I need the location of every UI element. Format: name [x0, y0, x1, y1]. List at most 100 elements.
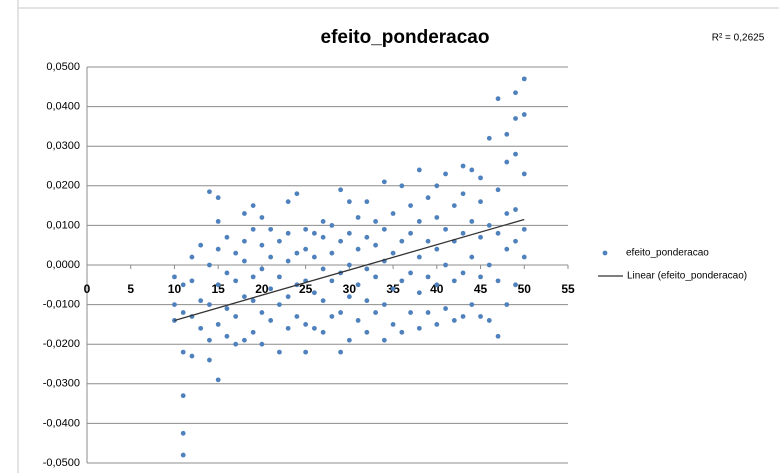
y-tick-label: 0,0100 [46, 219, 80, 231]
point [364, 266, 370, 272]
point [434, 246, 440, 252]
point [451, 203, 457, 209]
point [329, 223, 335, 228]
point [224, 234, 230, 240]
point [338, 238, 344, 244]
y-tick-label: -0,0500 [43, 457, 80, 469]
point [416, 290, 422, 296]
x-tick-label: 40 [430, 282, 444, 296]
point [390, 286, 396, 292]
point [303, 226, 309, 232]
point [469, 219, 475, 224]
point [513, 90, 518, 96]
point [513, 282, 518, 288]
point [460, 163, 466, 169]
point [364, 234, 370, 240]
point [451, 278, 457, 284]
point [408, 310, 413, 315]
point [408, 270, 413, 276]
point [504, 246, 510, 252]
point [215, 377, 221, 383]
point [486, 262, 492, 268]
point [172, 274, 177, 280]
point [381, 337, 387, 343]
point [486, 135, 492, 141]
point [521, 226, 527, 232]
point [311, 325, 317, 331]
point [207, 189, 212, 195]
chart-title: efeito_ponderacao [321, 27, 490, 48]
point [460, 191, 466, 197]
point [338, 349, 344, 355]
x-tick-label: 45 [474, 282, 488, 296]
point [250, 329, 256, 335]
x-tick-label: 5 [127, 282, 134, 296]
point [399, 278, 405, 284]
y-tick-label: 0,0200 [46, 180, 80, 192]
y-tick-label: -0,0200 [43, 338, 80, 350]
point [355, 318, 361, 323]
point [373, 310, 378, 315]
point [434, 215, 440, 220]
point [390, 250, 396, 256]
point [469, 167, 475, 173]
point [224, 333, 230, 339]
point [469, 302, 475, 307]
x-tick-label: 25 [299, 282, 313, 296]
point [215, 219, 221, 224]
point [285, 294, 291, 300]
point [294, 314, 300, 319]
point [242, 211, 247, 216]
point [189, 254, 195, 260]
point [250, 226, 256, 232]
point [233, 250, 239, 256]
point [408, 230, 413, 236]
point [486, 318, 492, 323]
point [521, 76, 527, 82]
point [180, 310, 186, 315]
point [443, 226, 448, 232]
y-tick-label: 0,0300 [46, 140, 80, 152]
y-tick-label: 0,0500 [46, 61, 80, 73]
point [180, 282, 186, 288]
point [469, 254, 475, 260]
x-tick-label: 50 [518, 282, 532, 296]
point [399, 238, 405, 244]
point [233, 341, 239, 347]
point [373, 242, 378, 248]
point [416, 219, 422, 224]
point [495, 230, 501, 236]
point [277, 302, 282, 307]
legend-label: Linear (efeito_ponderacao) [627, 271, 747, 282]
point [381, 302, 387, 307]
point [320, 329, 326, 335]
point [259, 242, 265, 248]
point [451, 318, 457, 323]
point [285, 325, 291, 331]
point [521, 254, 527, 260]
point [277, 349, 282, 355]
point [233, 278, 239, 284]
point [486, 223, 492, 228]
point [311, 290, 317, 296]
point [390, 211, 396, 216]
point [207, 302, 212, 307]
point [434, 282, 440, 288]
point [355, 246, 361, 252]
point [355, 282, 361, 288]
point [180, 452, 186, 458]
point [268, 318, 274, 323]
point [180, 393, 186, 399]
point [504, 302, 510, 307]
point [277, 274, 282, 280]
point [373, 274, 378, 280]
trendline [174, 218, 525, 322]
legend-marker [602, 250, 608, 256]
point [224, 270, 230, 276]
annotation: R² = 0,2625 [712, 33, 765, 44]
point [513, 151, 518, 157]
point [478, 199, 483, 205]
point [338, 310, 344, 315]
point [364, 329, 370, 335]
